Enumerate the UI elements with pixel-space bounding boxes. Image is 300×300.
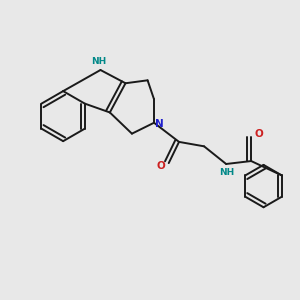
Text: NH: NH	[219, 168, 235, 177]
Text: O: O	[157, 161, 166, 171]
Text: N: N	[155, 119, 164, 129]
Text: O: O	[254, 129, 263, 139]
Text: NH: NH	[92, 57, 106, 66]
